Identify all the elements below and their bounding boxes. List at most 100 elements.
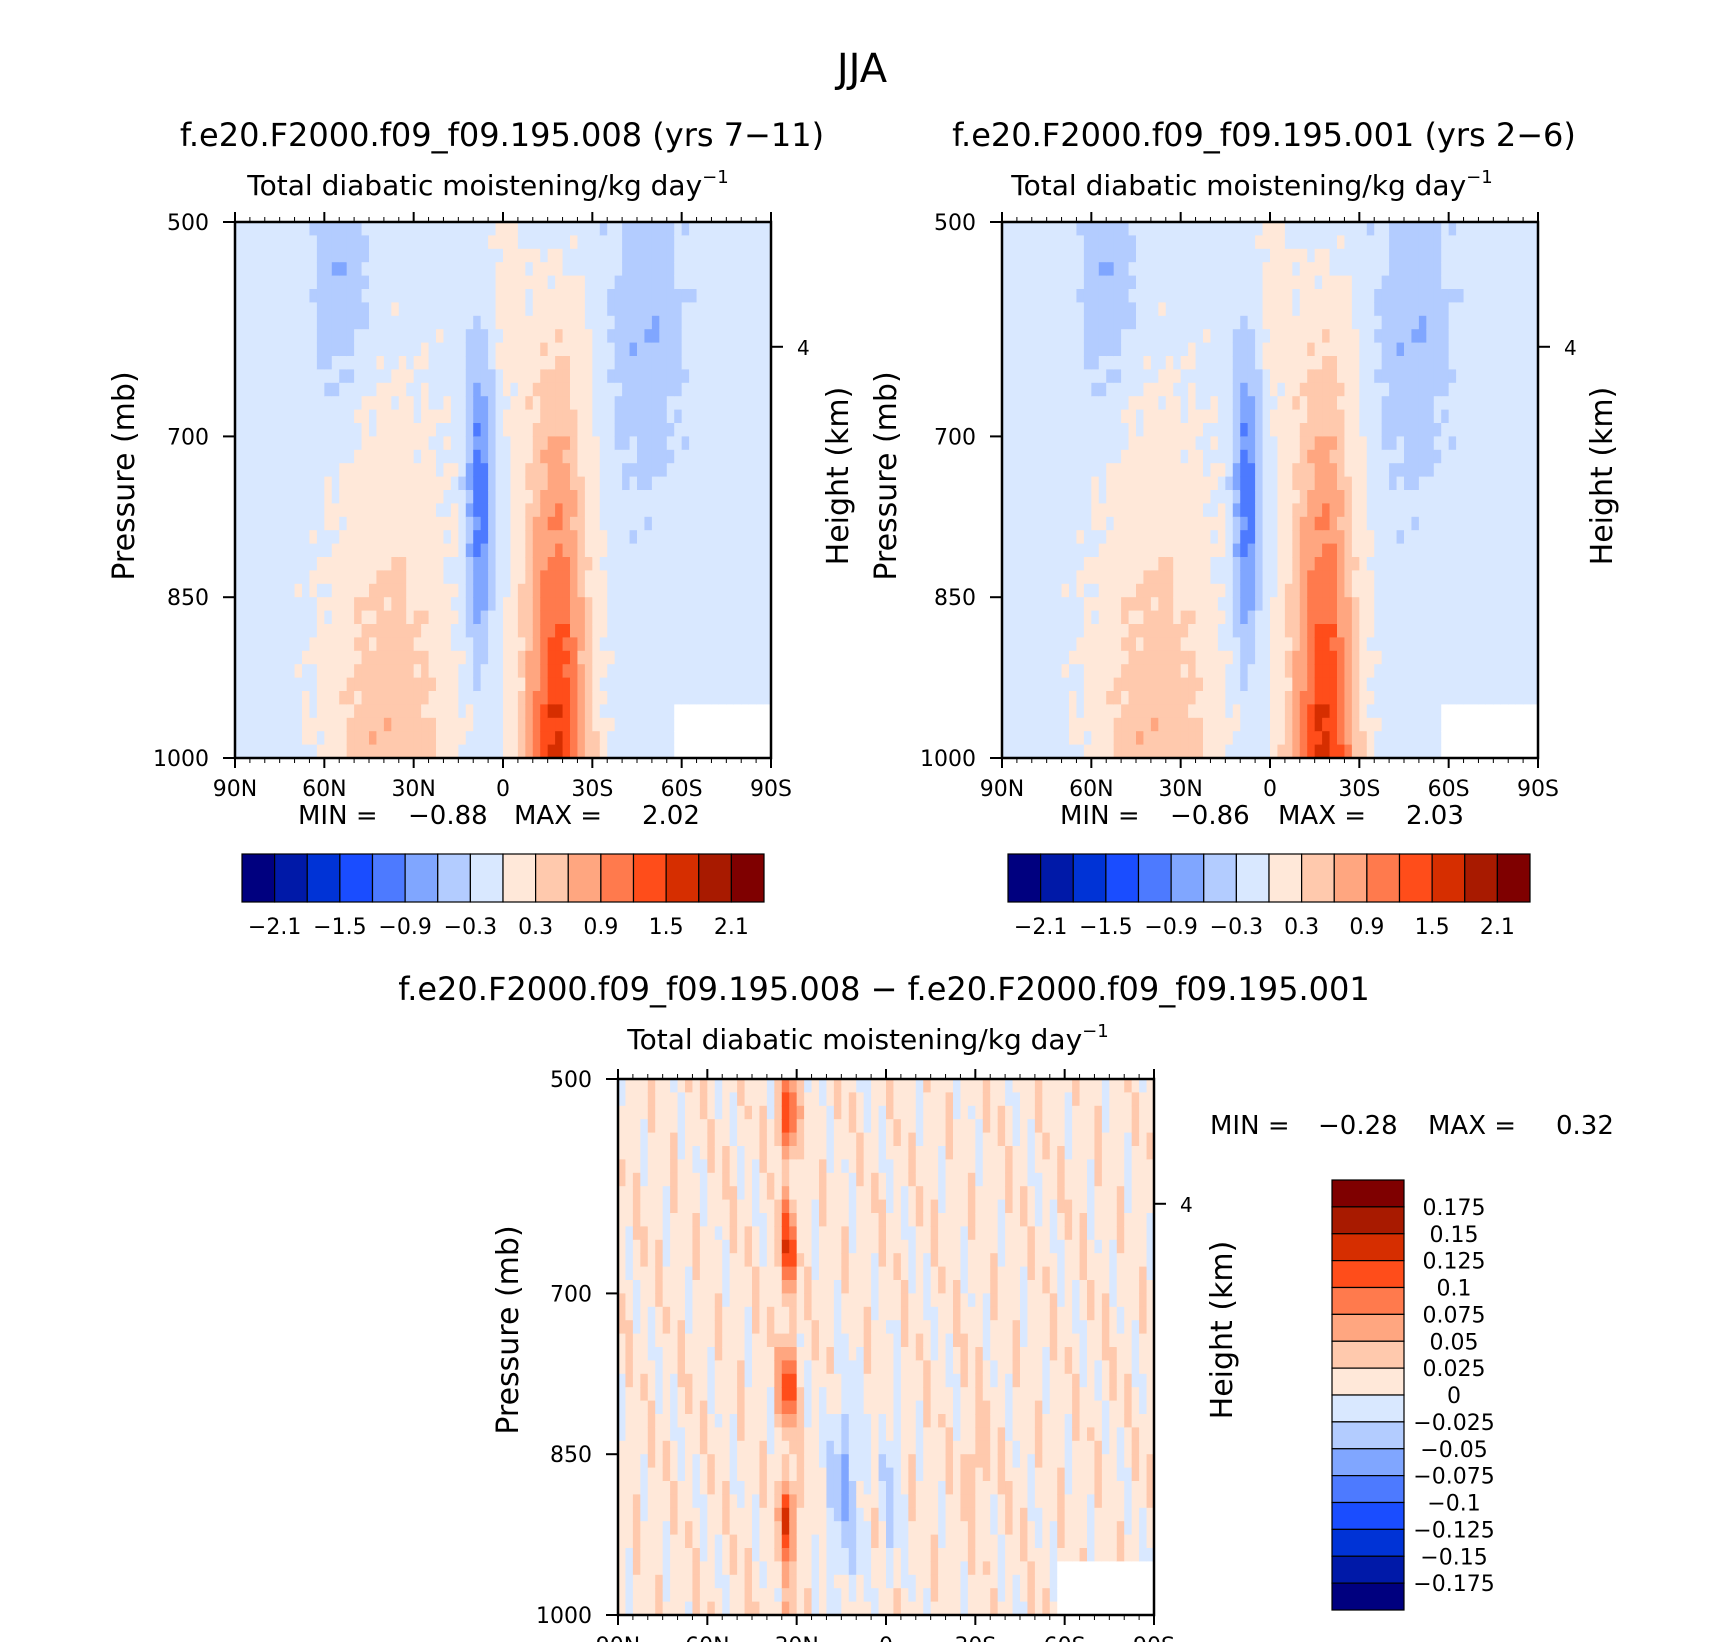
heatmap-cell xyxy=(570,476,579,491)
heatmap-cell xyxy=(413,691,422,705)
heatmap-cell xyxy=(532,222,541,236)
heatmap-cell xyxy=(1173,717,1182,732)
heatmap-cell xyxy=(1128,543,1137,558)
heatmap-cell xyxy=(1158,650,1167,665)
heatmap-cell xyxy=(1217,744,1226,759)
heatmap-cell xyxy=(1217,691,1226,705)
heatmap-cell xyxy=(1225,222,1234,236)
heatmap-cell xyxy=(1344,610,1353,625)
heatmap-cell xyxy=(689,543,698,558)
heatmap-cell xyxy=(1210,369,1219,384)
heatmap-cell xyxy=(1106,650,1115,665)
heatmap-cell xyxy=(413,289,422,303)
heatmap-cell xyxy=(704,557,713,571)
heatmap-cell xyxy=(331,637,340,652)
heatmap-cell xyxy=(570,664,579,679)
heatmap-cell xyxy=(1136,423,1145,437)
heatmap-cell xyxy=(1076,704,1085,719)
heatmap-cell xyxy=(398,677,407,692)
heatmap-cell xyxy=(1307,624,1316,638)
heatmap-cell xyxy=(391,704,400,719)
heatmap-cell xyxy=(1292,342,1301,357)
heatmap-cell xyxy=(428,677,437,692)
heatmap-cell xyxy=(659,409,668,424)
heatmap-cell xyxy=(1195,409,1204,424)
heatmap-cell xyxy=(1083,691,1092,705)
heatmap-cell xyxy=(1329,570,1338,585)
heatmap-cell xyxy=(1225,543,1234,558)
heatmap-cell xyxy=(354,449,363,464)
heatmap-cell xyxy=(1240,248,1249,263)
heatmap-cell xyxy=(666,691,675,705)
heatmap-cell xyxy=(1039,476,1048,491)
heatmap-cell xyxy=(1113,691,1122,705)
heatmap-cell xyxy=(1150,637,1159,652)
heatmap-cell xyxy=(1217,356,1226,370)
heatmap-cell xyxy=(1069,650,1078,665)
heatmap-cell xyxy=(249,409,258,424)
heatmap-cell xyxy=(376,436,385,451)
heatmap-cell xyxy=(1128,222,1137,236)
heatmap-cell xyxy=(1128,275,1137,290)
heatmap-cell xyxy=(1054,557,1063,571)
heatmap-cell xyxy=(748,302,757,317)
heatmap-cell xyxy=(711,516,720,531)
heatmap-cell xyxy=(629,262,638,277)
heatmap-cell xyxy=(532,356,541,370)
heatmap-cell xyxy=(1240,275,1249,290)
heatmap-cell xyxy=(1083,329,1092,344)
heatmap-cell xyxy=(517,342,526,357)
heatmap-cell xyxy=(517,222,526,236)
heatmap-cell xyxy=(584,302,593,317)
heatmap-cell xyxy=(1240,530,1249,545)
heatmap-cell xyxy=(1069,222,1078,236)
heatmap-cell xyxy=(1329,717,1338,732)
heatmap-cell xyxy=(726,677,735,692)
heatmap-cell xyxy=(369,624,378,638)
heatmap-cell xyxy=(480,235,489,250)
heatmap-cell xyxy=(1337,516,1346,531)
heatmap-cell xyxy=(517,382,526,397)
heatmap-cell xyxy=(391,382,400,397)
heatmap-cell xyxy=(614,691,623,705)
heatmap-cell xyxy=(235,664,244,679)
heatmap-cell xyxy=(302,248,311,263)
heatmap-cell xyxy=(1255,691,1264,705)
heatmap-cell xyxy=(1106,396,1115,411)
heatmap-cell xyxy=(666,248,675,263)
heatmap-cell xyxy=(1083,382,1092,397)
heatmap-cell xyxy=(681,369,690,384)
heatmap-cell xyxy=(547,624,556,638)
heatmap-cell xyxy=(1158,289,1167,303)
heatmap-cell xyxy=(532,717,541,732)
heatmap-cell xyxy=(644,490,653,504)
heatmap-cell xyxy=(555,570,564,585)
heatmap-cell xyxy=(488,570,497,585)
heatmap-cell xyxy=(763,222,772,236)
heatmap-cell xyxy=(488,583,497,598)
heatmap-cell xyxy=(331,222,340,236)
heatmap-cell xyxy=(510,717,519,732)
heatmap-cell xyxy=(1016,463,1025,478)
heatmap-cell xyxy=(287,583,296,598)
heatmap-cell xyxy=(1351,583,1360,598)
heatmap-cell xyxy=(257,650,266,665)
heatmap-cell xyxy=(1046,664,1055,679)
heatmap-cell xyxy=(510,342,519,357)
heatmap-cell xyxy=(584,490,593,504)
heatmap-cell xyxy=(614,570,623,585)
heatmap-cell xyxy=(532,503,541,518)
heatmap-cell xyxy=(1076,717,1085,732)
heatmap-cell xyxy=(1143,423,1152,437)
heatmap-cell xyxy=(1203,396,1212,411)
heatmap-cell xyxy=(1284,329,1293,344)
heatmap-cell xyxy=(1016,583,1025,598)
heatmap-cell xyxy=(1024,650,1033,665)
heatmap-cell xyxy=(1203,356,1212,370)
heatmap-cell xyxy=(1113,409,1122,424)
heatmap-cell xyxy=(1039,248,1048,263)
heatmap-cell xyxy=(599,248,608,263)
heatmap-cell xyxy=(1255,650,1264,665)
heatmap-cell xyxy=(607,503,616,518)
heatmap-cell xyxy=(495,570,504,585)
